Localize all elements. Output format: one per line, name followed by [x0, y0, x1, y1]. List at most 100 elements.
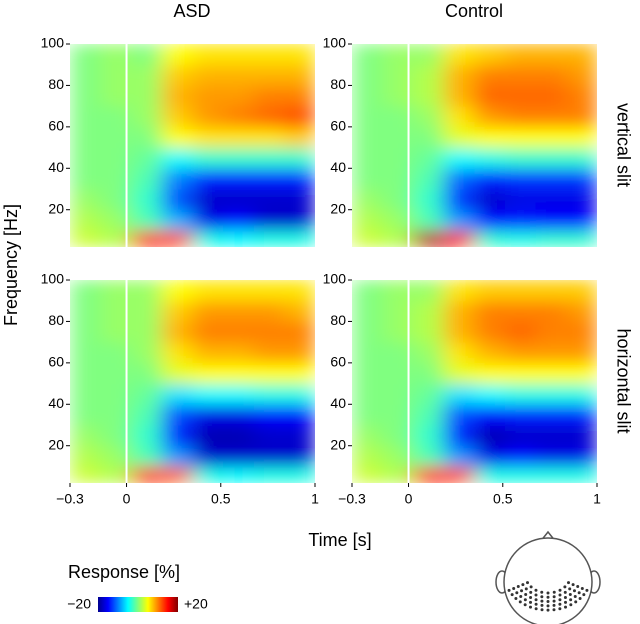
heatmap-cell	[566, 147, 597, 169]
heatmap-cell	[566, 230, 597, 247]
electrode	[546, 600, 550, 604]
heatmap-cell	[566, 300, 597, 322]
electrode	[529, 600, 533, 604]
heatmap-cell	[474, 383, 506, 405]
heatmap-cell	[192, 209, 224, 231]
electrode	[515, 591, 519, 595]
electrode	[526, 581, 530, 585]
heatmap-cell	[223, 280, 255, 302]
heatmap-cell	[505, 466, 537, 483]
heatmap-cell	[382, 280, 414, 302]
electrode	[546, 591, 550, 595]
electrode	[564, 605, 568, 609]
heatmap-cell	[474, 168, 506, 190]
y-tick-label: 100	[323, 271, 347, 287]
heatmap-cell	[131, 445, 163, 467]
heatmap-cell	[161, 189, 193, 211]
heatmap-cell	[70, 126, 102, 149]
electrode	[514, 597, 518, 601]
electrode	[540, 599, 544, 603]
electrode	[529, 590, 533, 594]
heatmap-cell	[474, 189, 506, 211]
heatmap-cell	[352, 383, 384, 405]
heatmap-cell	[192, 64, 224, 86]
electrode	[534, 598, 538, 602]
heatmap-cell	[413, 425, 445, 447]
heatmap-cell	[382, 189, 414, 211]
electrode	[577, 591, 581, 595]
heatmap-cell	[100, 168, 132, 190]
heatmap-cell	[70, 189, 102, 211]
colorbar	[98, 597, 178, 612]
electrode	[552, 599, 556, 603]
heatmap-cell	[382, 64, 414, 86]
heatmap-cell	[70, 168, 102, 190]
heatmap-cell	[70, 44, 102, 66]
heatmap-cell	[253, 85, 285, 107]
heatmap-cell	[413, 445, 445, 467]
heatmap-cell	[70, 280, 102, 302]
heatmap-cell	[161, 425, 193, 447]
heatmap-cell	[413, 189, 445, 211]
heatmap-cell	[100, 209, 132, 231]
electrode	[540, 603, 544, 607]
heatmap-cell	[413, 342, 445, 364]
heatmap-cell	[566, 85, 597, 107]
heatmap-cell	[100, 321, 132, 343]
heatmap-cell	[535, 126, 567, 149]
heatmap-cell	[443, 300, 475, 322]
heatmap	[352, 44, 597, 247]
electrode	[566, 581, 570, 585]
heatmap-cell	[566, 404, 597, 426]
electrode	[524, 587, 528, 591]
heatmap-cell	[131, 321, 163, 343]
electrode	[518, 600, 522, 604]
heatmap-cell	[253, 230, 285, 247]
heatmap-cell	[382, 425, 414, 447]
heatmap-cell	[505, 126, 537, 149]
heatmap-cell	[223, 209, 255, 231]
electrode	[558, 593, 562, 597]
electrode	[585, 588, 589, 592]
heatmap-cell	[382, 106, 414, 128]
electrode	[529, 585, 533, 589]
heatmap-cell	[535, 44, 567, 66]
heatmap-cell	[443, 425, 475, 447]
heatmap-cell	[192, 230, 224, 247]
heatmap-cell	[505, 44, 537, 66]
heatmap-cell	[100, 126, 132, 149]
heatmap-cell	[192, 189, 224, 211]
electrode	[568, 587, 572, 591]
heatmap-cell	[131, 85, 163, 107]
heatmap-cell	[192, 466, 224, 483]
heatmap-cell	[223, 383, 255, 405]
y-tick-label: 80	[330, 312, 346, 328]
heatmap-cell	[443, 106, 475, 128]
heatmap-cell	[352, 126, 384, 149]
heatmap-cell	[535, 321, 567, 343]
heatmap-cell	[443, 362, 475, 385]
heatmap-cell	[413, 280, 445, 302]
heatmap-cell	[253, 209, 285, 231]
heatmap-cell	[566, 280, 597, 302]
heatmap-cell	[253, 64, 285, 86]
row-title: horizontal slit	[613, 328, 633, 433]
colorbar-label: +20	[184, 596, 208, 612]
heatmap-cell	[192, 383, 224, 405]
electrode	[571, 583, 575, 587]
heatmap-cell	[535, 466, 567, 483]
heatmap-cell	[70, 209, 102, 231]
electrode	[558, 607, 562, 611]
heatmap-cell	[131, 466, 163, 483]
heatmap-cell	[505, 425, 537, 447]
heatmap-cell	[352, 44, 384, 66]
x-tick-label: 0	[405, 491, 413, 507]
heatmap-cell	[352, 466, 384, 483]
y-axis-label: Frequency [Hz]	[1, 204, 21, 326]
heatmap-cell	[352, 404, 384, 426]
heatmap-cell	[70, 362, 102, 385]
heatmap-cell	[474, 321, 506, 343]
heatmap-cell	[284, 168, 315, 190]
heatmap-cell	[192, 168, 224, 190]
heatmap-cell	[505, 189, 537, 211]
